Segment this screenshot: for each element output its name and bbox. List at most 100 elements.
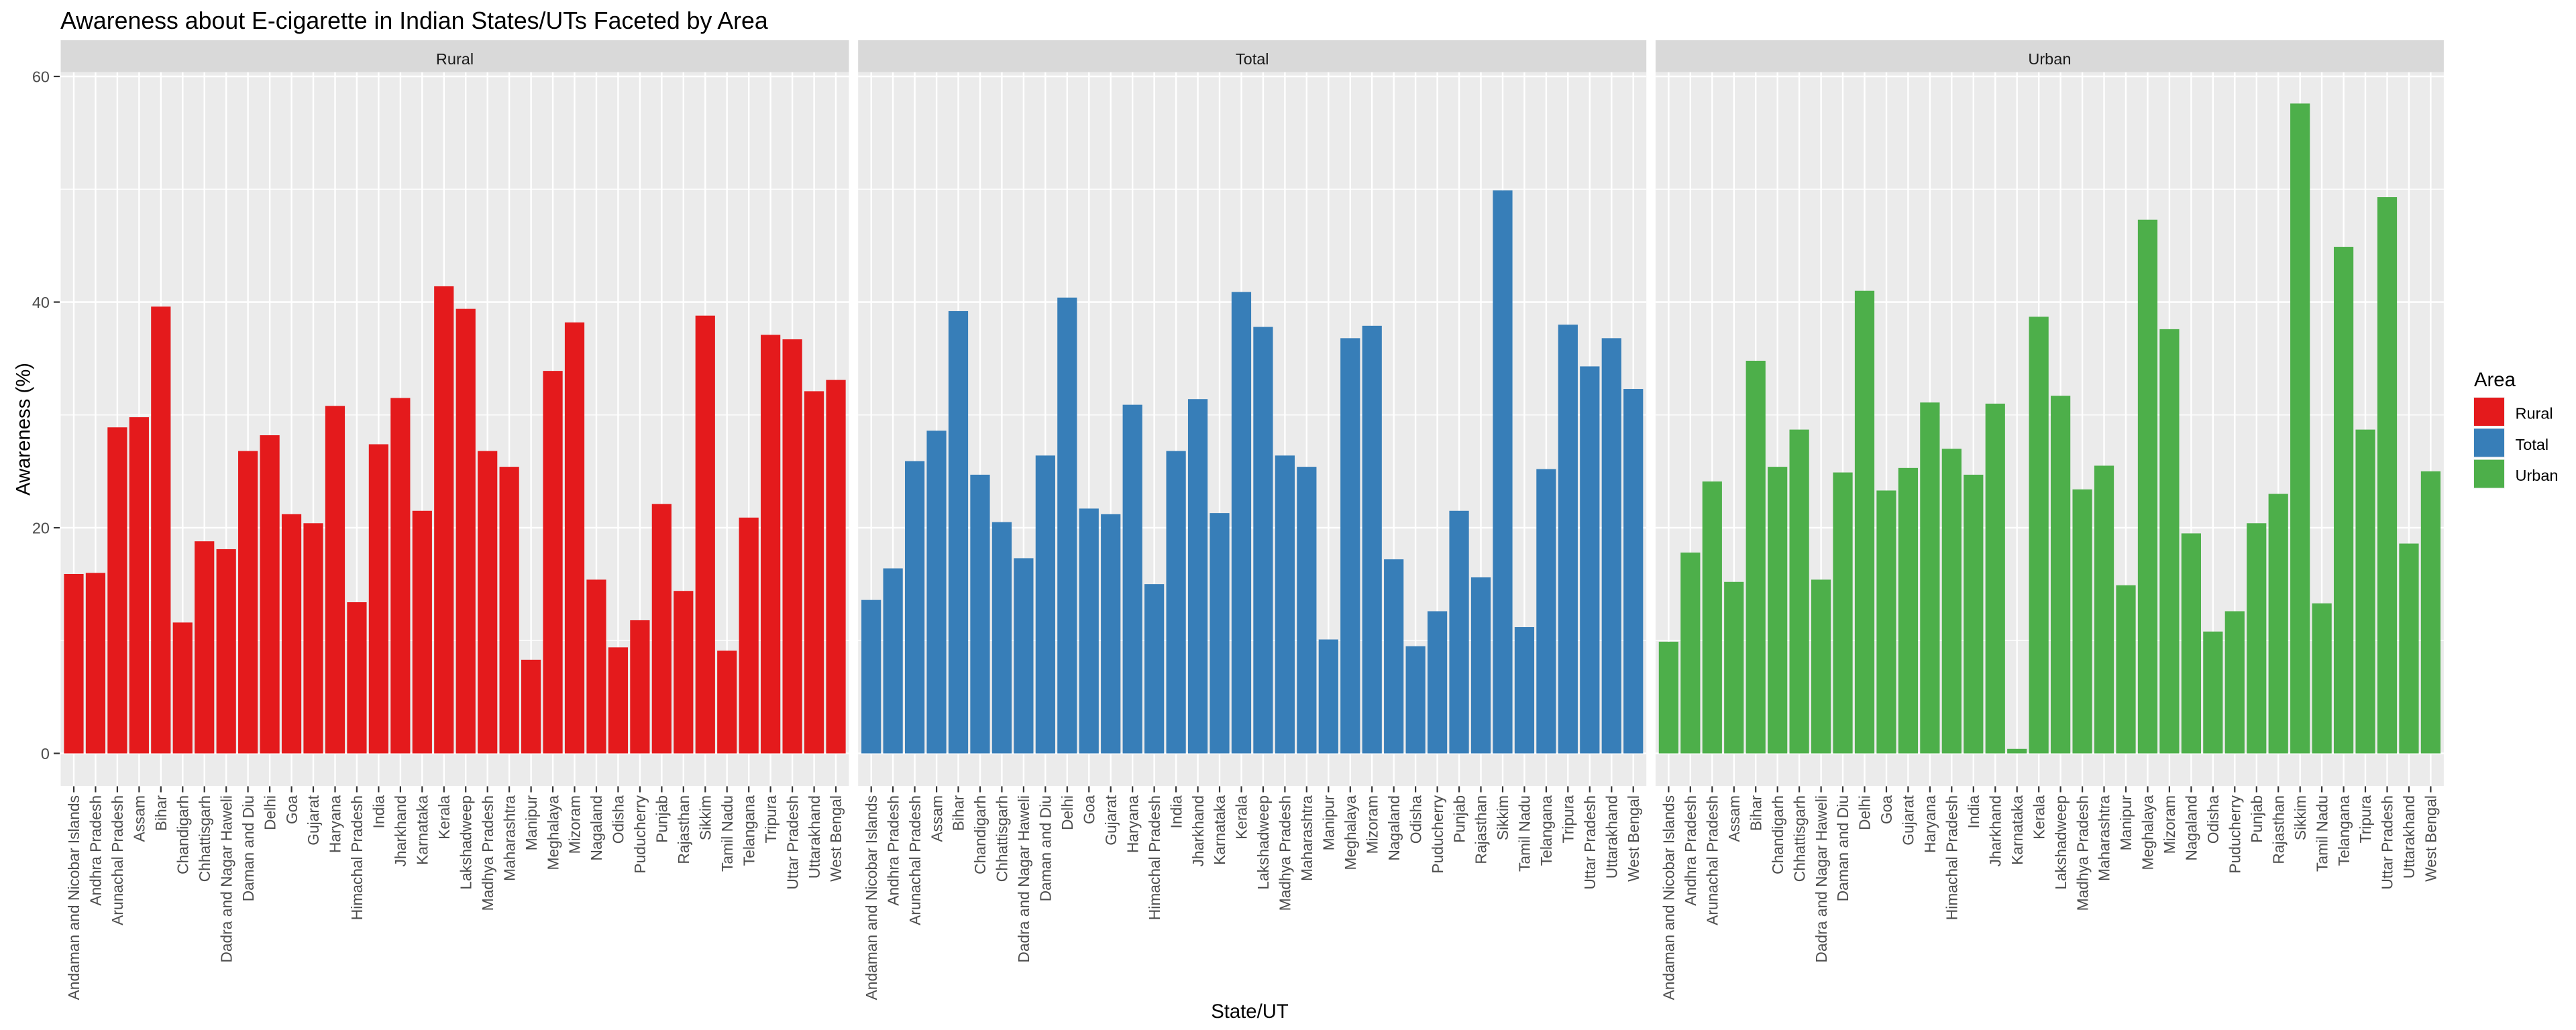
svg-text:Assam: Assam	[131, 795, 148, 842]
svg-text:60: 60	[32, 68, 50, 85]
svg-text:Odisha: Odisha	[1407, 795, 1424, 844]
svg-text:Nagaland: Nagaland	[588, 795, 605, 861]
svg-text:Andaman and Nicobar Islands: Andaman and Nicobar Islands	[1660, 795, 1678, 1000]
svg-text:Chandigarh: Chandigarh	[971, 795, 989, 874]
svg-text:Meghalaya: Meghalaya	[2139, 795, 2157, 870]
svg-text:Madhya Pradesh: Madhya Pradesh	[479, 795, 496, 911]
svg-text:Uttar Pradesh: Uttar Pradesh	[1581, 795, 1599, 890]
svg-text:Arunachal Pradesh: Arunachal Pradesh	[1704, 795, 1721, 925]
svg-text:Rural: Rural	[436, 50, 474, 68]
svg-text:Tamil Nadu: Tamil Nadu	[1516, 795, 1534, 872]
svg-text:Manipur: Manipur	[1320, 795, 1338, 851]
svg-text:West Bengal: West Bengal	[827, 795, 845, 882]
svg-text:West Bengal: West Bengal	[1625, 795, 1642, 882]
svg-text:Madhya Pradesh: Madhya Pradesh	[1277, 795, 1294, 911]
svg-text:Lakshadweep: Lakshadweep	[2052, 795, 2070, 890]
svg-text:Awareness (%): Awareness (%)	[13, 363, 35, 496]
svg-text:Sikkim: Sikkim	[697, 795, 714, 840]
svg-text:Kerala: Kerala	[1233, 795, 1250, 840]
svg-text:Tamil Nadu: Tamil Nadu	[718, 795, 736, 872]
svg-text:Meghalaya: Meghalaya	[544, 795, 561, 870]
svg-text:Kerala: Kerala	[435, 795, 453, 840]
svg-text:Maharashtra: Maharashtra	[2096, 795, 2113, 881]
svg-text:Tripura: Tripura	[1560, 795, 1577, 844]
svg-text:Punjab: Punjab	[2248, 795, 2265, 843]
svg-text:Puducherry: Puducherry	[631, 795, 649, 873]
svg-text:Chhattisgarh: Chhattisgarh	[994, 795, 1011, 882]
svg-text:Daman and Diu: Daman and Diu	[239, 795, 257, 901]
svg-text:Bihar: Bihar	[950, 795, 967, 832]
svg-text:Maharashtra: Maharashtra	[500, 795, 518, 881]
svg-text:Delhi: Delhi	[261, 795, 278, 830]
svg-text:0: 0	[41, 745, 50, 762]
svg-text:Andhra Pradesh: Andhra Pradesh	[1682, 795, 1699, 906]
svg-text:Himachal Pradesh: Himachal Pradesh	[1146, 795, 1163, 920]
svg-text:India: India	[370, 795, 388, 829]
svg-text:India: India	[1167, 795, 1185, 829]
svg-text:Telangana: Telangana	[1538, 795, 1555, 866]
svg-text:Uttarakhand: Uttarakhand	[2400, 795, 2418, 878]
svg-text:Dadra and Nagar Haweli: Dadra and Nagar Haweli	[1813, 795, 1830, 963]
svg-text:Haryana: Haryana	[1124, 795, 1141, 853]
svg-text:Total: Total	[2516, 436, 2549, 453]
svg-text:Urban: Urban	[2028, 50, 2071, 68]
svg-text:Gujarat: Gujarat	[1900, 795, 1917, 845]
svg-text:West Bengal: West Bengal	[2422, 795, 2440, 882]
svg-text:Mizoram: Mizoram	[566, 795, 584, 854]
svg-text:Daman and Diu: Daman and Diu	[1834, 795, 1851, 901]
svg-text:Dadra and Nagar Haweli: Dadra and Nagar Haweli	[1015, 795, 1032, 963]
svg-text:Tripura: Tripura	[762, 795, 780, 844]
svg-text:Meghalaya: Meghalaya	[1342, 795, 1359, 870]
svg-text:Assam: Assam	[1725, 795, 1743, 842]
svg-text:Puducherry: Puducherry	[2226, 795, 2244, 873]
svg-text:Andaman and Nicobar Islands: Andaman and Nicobar Islands	[65, 795, 83, 1000]
svg-text:Jharkhand: Jharkhand	[1987, 795, 2004, 866]
svg-text:Uttar Pradesh: Uttar Pradesh	[784, 795, 801, 890]
svg-text:Goa: Goa	[1878, 795, 1895, 824]
svg-text:Bihar: Bihar	[152, 795, 170, 832]
svg-text:Rajasthan: Rajasthan	[675, 795, 692, 864]
svg-text:Chandigarh: Chandigarh	[174, 795, 192, 874]
svg-text:Jharkhand: Jharkhand	[1189, 795, 1207, 866]
svg-text:Gujarat: Gujarat	[305, 795, 322, 845]
svg-text:Maharashtra: Maharashtra	[1298, 795, 1316, 881]
svg-text:Lakshadweep: Lakshadweep	[457, 795, 474, 890]
svg-text:Rajasthan: Rajasthan	[1472, 795, 1490, 864]
svg-text:Tripura: Tripura	[2357, 795, 2374, 844]
svg-text:Telangana: Telangana	[2335, 795, 2353, 866]
svg-text:Odisha: Odisha	[610, 795, 627, 844]
svg-text:Dadra and Nagar Haweli: Dadra and Nagar Haweli	[217, 795, 235, 963]
svg-text:Total: Total	[1236, 50, 1269, 68]
svg-text:Uttarakhand: Uttarakhand	[806, 795, 823, 878]
svg-text:Tamil Nadu: Tamil Nadu	[2313, 795, 2330, 872]
svg-text:Kerala: Kerala	[2030, 795, 2047, 840]
svg-text:Rural: Rural	[2516, 404, 2553, 422]
svg-text:Bihar: Bihar	[1747, 795, 1764, 832]
svg-text:Delhi: Delhi	[1856, 795, 1874, 830]
svg-text:Puducherry: Puducherry	[1429, 795, 1446, 873]
svg-text:Andaman and Nicobar Islands: Andaman and Nicobar Islands	[863, 795, 880, 1000]
svg-text:Nagaland: Nagaland	[2183, 795, 2200, 861]
svg-text:Mizoram: Mizoram	[1363, 795, 1381, 854]
svg-text:Karnataka: Karnataka	[1211, 795, 1228, 865]
svg-text:Lakshadweep: Lakshadweep	[1254, 795, 1272, 890]
svg-text:Manipur: Manipur	[2117, 795, 2135, 851]
svg-text:Karnataka: Karnataka	[414, 795, 431, 865]
svg-text:Delhi: Delhi	[1059, 795, 1076, 830]
svg-text:Odisha: Odisha	[2204, 795, 2222, 844]
svg-text:40: 40	[32, 294, 50, 311]
svg-text:Karnataka: Karnataka	[2008, 795, 2026, 865]
svg-text:Goa: Goa	[1081, 795, 1098, 824]
svg-text:India: India	[1965, 795, 1982, 829]
svg-text:State/UT: State/UT	[1211, 1000, 1289, 1023]
svg-text:Punjab: Punjab	[653, 795, 671, 843]
svg-text:Punjab: Punjab	[1450, 795, 1468, 843]
svg-text:Assam: Assam	[928, 795, 945, 842]
svg-text:Andhra Pradesh: Andhra Pradesh	[884, 795, 902, 906]
svg-text:Chhattisgarh: Chhattisgarh	[1790, 795, 1808, 882]
svg-text:Gujarat: Gujarat	[1102, 795, 1120, 845]
svg-text:Haryana: Haryana	[1921, 795, 1939, 853]
svg-text:Manipur: Manipur	[523, 795, 540, 851]
svg-text:Andhra Pradesh: Andhra Pradesh	[87, 795, 105, 906]
svg-text:Himachal Pradesh: Himachal Pradesh	[348, 795, 366, 920]
